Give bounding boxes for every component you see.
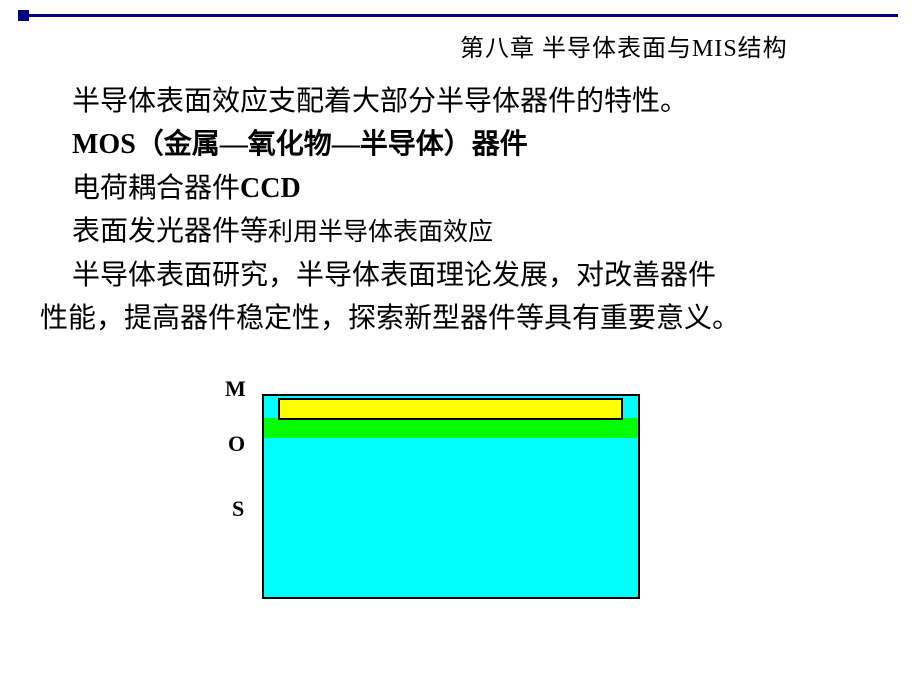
mos-diagram: M O S bbox=[200, 376, 680, 646]
metal-layer bbox=[278, 398, 623, 420]
text-line-1: 半导体表面效应支配着大部分半导体器件的特性。 bbox=[72, 80, 890, 123]
text-line-2: MOS（金属—氧化物—半导体）器件 bbox=[72, 123, 890, 166]
text-line-6: 性能，提高器件稳定性，探索新型器件等具有重要意义。 bbox=[40, 297, 890, 340]
text-line-5: 半导体表面研究，半导体表面理论发展，对改善器件 bbox=[72, 254, 890, 297]
text-ccd: CCD bbox=[240, 173, 301, 204]
text-line-4: 表面发光器件等利用半导体表面效应 bbox=[72, 210, 890, 253]
text-line-3: 电荷耦合器件CCD bbox=[72, 167, 890, 210]
chapter-title: 第八章 半导体表面与MIS结构 bbox=[460, 28, 788, 63]
text-line-3a: 电荷耦合器件 bbox=[72, 173, 240, 204]
text-line-4b: 利用半导体表面效应 bbox=[268, 219, 493, 246]
label-metal: M bbox=[225, 376, 246, 402]
oxide-layer bbox=[264, 418, 638, 438]
label-oxide: O bbox=[228, 431, 245, 457]
slide-body: 半导体表面效应支配着大部分半导体器件的特性。 MOS（金属—氧化物—半导体）器件… bbox=[40, 80, 890, 340]
header-bullet bbox=[18, 10, 29, 21]
text-line-4a: 表面发光器件等 bbox=[72, 216, 268, 247]
header-divider bbox=[18, 14, 898, 17]
label-semiconductor: S bbox=[232, 496, 244, 522]
